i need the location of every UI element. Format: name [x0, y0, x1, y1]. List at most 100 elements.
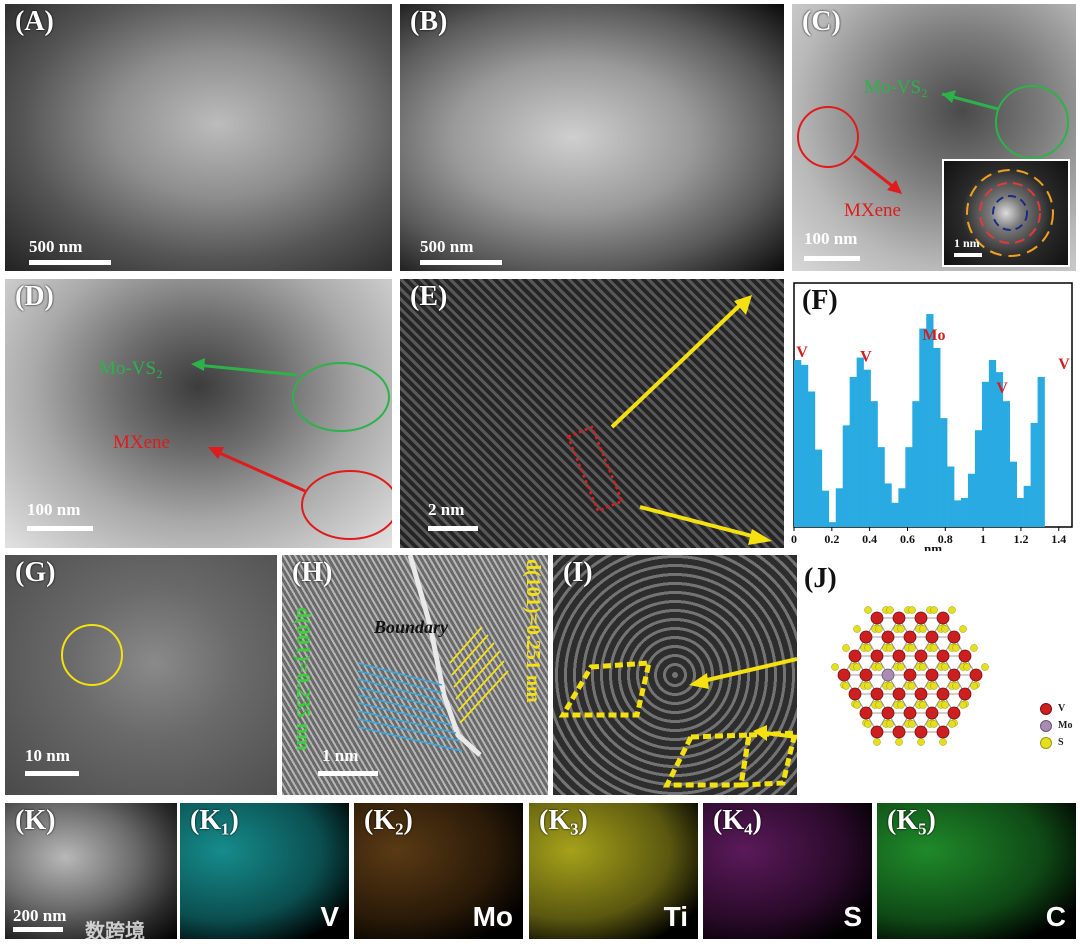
- panel-k4-element: S: [843, 901, 862, 932]
- v-atom: [859, 706, 873, 720]
- s-atom: [930, 720, 938, 728]
- v-atom: [881, 630, 895, 644]
- v-atom: [837, 668, 851, 682]
- x-tick-label: 0.4: [862, 532, 877, 546]
- profile-bar: [814, 449, 823, 527]
- panel-k: (K) 200 nm 数跨境: [5, 803, 177, 939]
- v-atom: [914, 649, 928, 663]
- panel-k4-label: (K₄): [713, 805, 762, 836]
- v-atom: [958, 649, 972, 663]
- panel-b-scale-bar: [420, 260, 502, 265]
- x-tick-label: 0.6: [900, 532, 915, 546]
- direction-arrowhead-upper: [734, 295, 752, 315]
- fft-inset: 1 nm: [942, 159, 1070, 267]
- panel-c-mxene-label: MXene: [844, 200, 901, 221]
- panel-e-label: (E): [410, 281, 448, 312]
- panel-a-scale-bar: [29, 260, 111, 265]
- x-tick-label: 0.2: [824, 532, 839, 546]
- panel-k1-element: V: [320, 901, 339, 932]
- mxene-circle: [797, 106, 859, 168]
- panel-i: (I): [553, 555, 797, 795]
- s-atom: [897, 625, 905, 633]
- profile-bar: [800, 364, 809, 527]
- s-atom: [970, 644, 978, 652]
- boundary-label: Boundary: [374, 617, 449, 637]
- legend-v-label: V: [1058, 703, 1066, 714]
- profile-bar: [933, 347, 941, 527]
- s-atom: [853, 701, 861, 709]
- direction-arrow-upper: [610, 303, 742, 429]
- panel-k3: (K₃) Ti: [529, 803, 698, 939]
- profile-bar: [912, 401, 920, 527]
- v-atom: [925, 706, 939, 720]
- s-atom: [875, 701, 883, 709]
- mo-vs2-circle: [995, 85, 1069, 159]
- peak-label: V: [796, 344, 808, 361]
- panel-j: (J) V Mo S: [800, 555, 1076, 795]
- mxene-arrowhead: [887, 180, 902, 194]
- v-atom: [947, 706, 961, 720]
- panel-k1: (K₁) V: [180, 803, 349, 939]
- profile-bar: [1037, 376, 1045, 527]
- legend-s-label: S: [1058, 737, 1064, 748]
- mxene-arrow: [214, 449, 306, 493]
- panel-c-scale-text: 100 nm: [804, 229, 858, 248]
- profile-bar: [1009, 461, 1018, 527]
- profile-bar: [981, 381, 990, 527]
- s-atom: [917, 738, 925, 746]
- x-tick-label: 1: [980, 532, 986, 546]
- pointer-arrow-1: [702, 657, 797, 683]
- v-atom: [903, 706, 917, 720]
- profile-bar: [940, 418, 948, 527]
- v-atom: [947, 630, 961, 644]
- profile-bar: [974, 430, 983, 527]
- mo-atom: [881, 668, 895, 682]
- fft-rings: [966, 169, 1054, 257]
- mo-vs2-arrowhead: [942, 90, 956, 103]
- fft-inset-scale-bar: [954, 253, 982, 257]
- profile-box: [566, 425, 624, 513]
- x-tick-label: 0.8: [938, 532, 953, 546]
- v-atom: [903, 668, 917, 682]
- s-atom: [842, 682, 850, 690]
- v-atom: [859, 668, 873, 682]
- panel-d-scale-bar: [27, 526, 93, 531]
- fft-inset-scale-text: 1 nm: [954, 236, 980, 250]
- panel-a: (A) 500 nm: [5, 4, 392, 271]
- panel-i-annotations: [558, 657, 797, 788]
- panel-a-scale-text: 500 nm: [29, 237, 83, 256]
- profile-bar: [794, 360, 802, 527]
- profile-bar: [807, 391, 816, 527]
- s-atom: [895, 738, 903, 746]
- panel-c-scale-bar: [804, 256, 860, 261]
- panel-k3-element: Ti: [663, 901, 688, 932]
- d-spacing-101-label: d(101)=0.251 nm: [522, 559, 544, 703]
- legend-mo-dot: [1040, 720, 1052, 732]
- panel-k1-label: (K₁): [190, 805, 239, 836]
- peak-label: V: [1058, 356, 1070, 373]
- mo-vs2-arrow: [196, 363, 298, 377]
- profile-bar: [828, 522, 837, 527]
- pointer-arrowhead-2: [753, 725, 767, 741]
- s-atom: [941, 701, 949, 709]
- s-atom: [941, 625, 949, 633]
- panel-j-label: (J): [804, 563, 837, 594]
- panel-d-mo-vs2-label: Mo-VS₂: [99, 358, 163, 379]
- pointer-arrow-2: [764, 731, 797, 739]
- s-atom: [908, 606, 916, 614]
- panel-g-scale-text: 10 nm: [25, 746, 70, 765]
- panel-d-scale-text: 100 nm: [27, 500, 81, 519]
- profile-bar: [919, 328, 927, 527]
- panel-d-mxene-label: MXene: [113, 432, 170, 453]
- panel-f-label: (F): [802, 285, 838, 316]
- panel-b: (B) 500 nm: [400, 4, 784, 271]
- s-atom: [919, 663, 927, 671]
- mo-vs2-arrowhead: [191, 358, 205, 371]
- panel-g-annotations: [61, 624, 123, 686]
- panel-a-label: (A): [15, 6, 54, 37]
- panel-k2-element: Mo: [472, 901, 513, 932]
- panel-g-scale-bar: [25, 771, 79, 776]
- s-atom: [952, 644, 960, 652]
- v-atom: [947, 668, 961, 682]
- s-atom: [873, 738, 881, 746]
